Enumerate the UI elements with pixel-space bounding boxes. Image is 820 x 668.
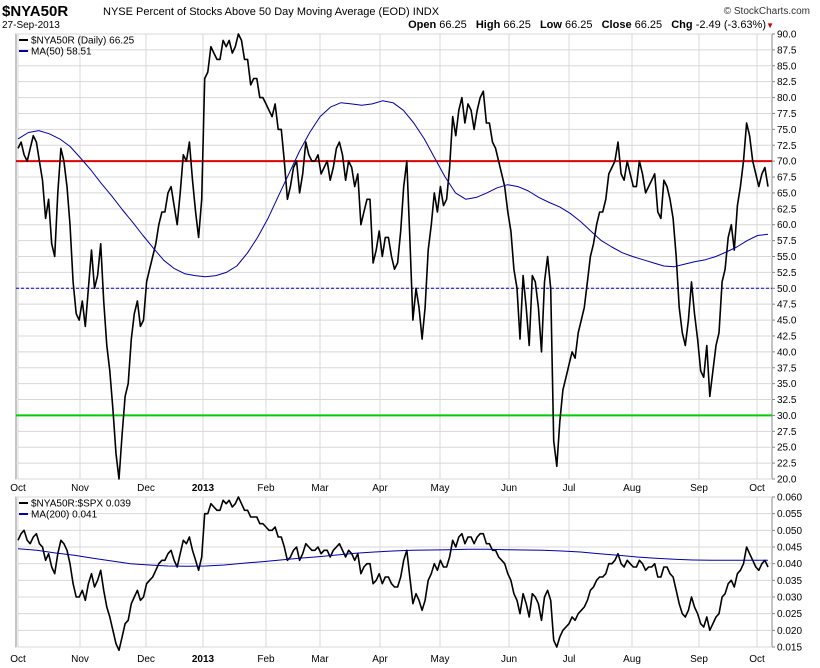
date-label: 27-Sep-2013 [2, 20, 60, 31]
exchange-text: INDX [412, 6, 440, 18]
brand-label: © StockCharts.com [723, 6, 810, 17]
y-tick-label: 57.5 [777, 236, 797, 247]
y-tick-label: 72.5 [777, 141, 797, 152]
y-tick-label: 0.020 [777, 626, 802, 637]
month-label: Dec [137, 483, 155, 494]
y-tick-label: 37.5 [777, 363, 797, 374]
month-label: Feb [257, 483, 275, 494]
month-label: Mar [311, 483, 329, 494]
month-label: Nov [71, 654, 89, 665]
month-label: Oct [10, 483, 26, 494]
month-label: 2013 [192, 654, 215, 665]
legend-label: $NYA50R (Daily) 66.25 [31, 36, 135, 47]
y-tick-label: 85.0 [777, 61, 797, 72]
month-label: Sep [690, 483, 708, 494]
month-label: Jun [501, 654, 517, 665]
y-tick-label: 32.5 [777, 395, 797, 406]
close-value: 66.25 [634, 19, 663, 31]
y-tick-label: 0.055 [777, 509, 802, 520]
month-label: Oct [10, 654, 26, 665]
y-tick-label: 0.030 [777, 593, 802, 604]
y-tick-label: 55.0 [777, 252, 797, 263]
month-label: Apr [372, 654, 388, 665]
chg-label: Chg [671, 19, 693, 31]
month-label: Mar [311, 654, 329, 665]
panel-frame-1 [15, 496, 773, 648]
y-tick-label: 0.060 [777, 493, 802, 504]
month-label: May [431, 483, 450, 494]
y-tick-label: 30.0 [777, 411, 797, 422]
y-tick-label: 25.0 [777, 443, 797, 454]
down-arrow-icon: ▼ [766, 21, 774, 30]
y-tick-label: 35.0 [777, 379, 797, 390]
chart-header: $NYA50R NYSE Percent of Stocks Above 50 … [0, 0, 820, 34]
month-label: Nov [71, 483, 89, 494]
y-tick-label: 0.045 [777, 543, 802, 554]
open-label: Open [408, 19, 437, 31]
legend-label: $NYA50R:$SPX 0.039 [31, 499, 131, 510]
high-label: High [475, 19, 501, 31]
y-tick-label: 0.015 [777, 643, 802, 654]
y-tick-label: 82.5 [777, 77, 797, 88]
low-label: Low [539, 19, 562, 31]
series-line-0 [17, 496, 769, 652]
legend-label: MA(200) 0.041 [31, 510, 98, 521]
y-tick-label: 90.0 [777, 30, 797, 41]
open-value: 66.25 [439, 19, 467, 31]
month-label: Dec [137, 654, 155, 665]
y-tick-label: 45.0 [777, 316, 797, 327]
chg-value: -2.49 (-3.63%) [695, 19, 766, 31]
series-line-1 [17, 100, 769, 278]
legend-label: MA(50) 58.51 [31, 47, 92, 58]
y-tick-label: 62.5 [777, 204, 797, 215]
month-label: Aug [623, 654, 641, 665]
y-tick-label: 42.5 [777, 331, 797, 342]
y-tick-label: 67.5 [777, 173, 797, 184]
description-text: NYSE Percent of Stocks Above 50 Day Movi… [103, 6, 410, 18]
y-tick-label: 52.5 [777, 268, 797, 279]
y-tick-label: 27.5 [777, 427, 797, 438]
ohlc-readout: Open 66.25 High 66.25 Low 66.25 Close 66… [408, 19, 766, 31]
y-tick-label: 80.0 [777, 93, 797, 104]
description-label: NYSE Percent of Stocks Above 50 Day Movi… [103, 6, 439, 18]
month-label: Aug [623, 483, 641, 494]
y-tick-label: 77.5 [777, 109, 797, 120]
month-label: Sep [690, 654, 708, 665]
y-tick-label: 50.0 [777, 284, 797, 295]
month-label: Oct [749, 483, 765, 494]
month-label: Jul [563, 483, 576, 494]
y-tick-label: 47.5 [777, 300, 797, 311]
y-tick-label: 0.040 [777, 559, 802, 570]
low-value: 66.25 [565, 19, 593, 31]
y-tick-label: 0.035 [777, 576, 802, 587]
month-label: May [431, 654, 450, 665]
y-tick-label: 22.5 [777, 459, 797, 470]
month-label: Jul [563, 654, 576, 665]
month-label: Jun [501, 483, 517, 494]
series-line-0 [17, 33, 769, 480]
y-tick-label: 20.0 [777, 475, 797, 486]
y-tick-label: 87.5 [777, 45, 797, 56]
y-tick-label: 0.050 [777, 526, 802, 537]
y-tick-label: 60.0 [777, 220, 797, 231]
symbol-label: $NYA50R [2, 3, 69, 20]
close-label: Close [601, 19, 632, 31]
high-value: 66.25 [503, 19, 531, 31]
y-tick-label: 0.025 [777, 609, 802, 620]
month-label: 2013 [192, 483, 215, 494]
series-line-1 [17, 548, 768, 567]
y-tick-label: 65.0 [777, 188, 797, 199]
y-tick-label: 70.0 [777, 157, 797, 168]
month-label: Feb [257, 654, 275, 665]
month-label: Apr [372, 483, 388, 494]
y-tick-label: 75.0 [777, 125, 797, 136]
y-tick-label: 40.0 [777, 347, 797, 358]
month-label: Oct [749, 654, 765, 665]
